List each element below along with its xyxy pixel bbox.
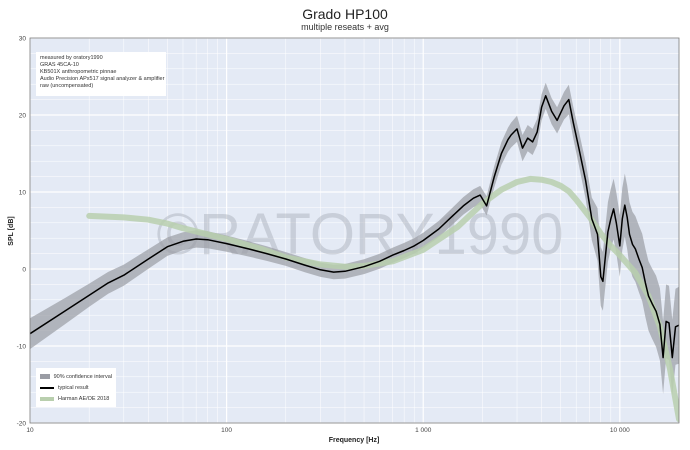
legend-item-harman: Harman AE/OE 2018 xyxy=(40,393,112,404)
legend-swatch-band xyxy=(40,374,50,379)
plot-frame xyxy=(29,37,680,424)
info-line: measured by oratory1990 xyxy=(40,55,103,61)
legend-swatch-target xyxy=(40,396,54,401)
legend-label: Harman AE/OE 2018 xyxy=(58,395,110,402)
x-tick-label: 1 000 xyxy=(415,427,432,434)
x-tick-label: 10 xyxy=(26,427,34,434)
x-axis-ticks: 10 100 1 000 10 000 xyxy=(26,427,630,434)
measurement-info-box: measured by oratory1990 GRAS 45CA-10 KB5… xyxy=(36,52,166,96)
info-line: GRAS 45CA-10 xyxy=(40,62,79,68)
info-line: KB501X anthropometric pinnae xyxy=(40,69,117,75)
y-axis-ticks: 30 20 10 0 -10 -20 xyxy=(17,36,27,428)
legend-item-confidence: 90% confidence interval xyxy=(40,371,112,382)
y-tick-label: -10 xyxy=(17,344,27,351)
y-axis-label: SPL [dB] xyxy=(8,216,15,245)
x-tick-label: 10 000 xyxy=(610,427,630,434)
legend-label: typical result xyxy=(58,384,89,391)
info-line: raw (uncompensated) xyxy=(40,83,94,89)
y-tick-label: 30 xyxy=(19,36,27,43)
legend-label: 90% confidence interval xyxy=(53,373,112,380)
legend-swatch-measured xyxy=(40,386,54,389)
chart-title: Grado HP100 xyxy=(302,6,388,22)
legend: 90% confidence interval typical result H… xyxy=(36,368,116,407)
y-tick-label: 10 xyxy=(19,190,27,197)
series-harman-target xyxy=(86,175,679,423)
x-tick-label: 100 xyxy=(221,427,232,434)
chart-subtitle: multiple reseats + avg xyxy=(301,22,389,32)
info-line: Audio Precision APx517 signal analyzer &… xyxy=(40,76,165,82)
watermark-text: ©RATORY1990 xyxy=(156,202,563,267)
legend-item-typical: typical result xyxy=(40,382,112,393)
y-tick-label: -20 xyxy=(17,421,27,428)
y-tick-label: 20 xyxy=(19,113,27,120)
y-tick-label: 0 xyxy=(22,267,26,274)
x-axis-label: Frequency [Hz] xyxy=(329,437,380,444)
series-typical-result xyxy=(30,95,679,359)
